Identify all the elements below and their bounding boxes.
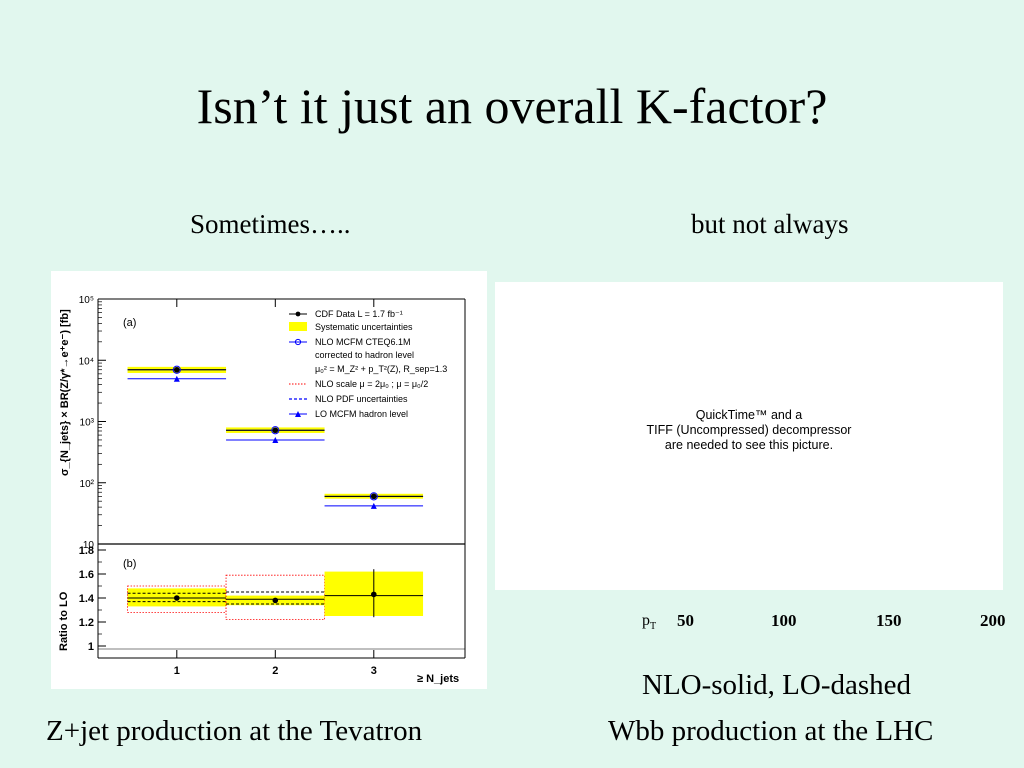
y-tick-label-b: 1 [88, 641, 94, 653]
panel-a-plot: 10 10² 10³ 10⁴ 10⁵ [79, 295, 424, 551]
left-heading: Sometimes….. [190, 209, 351, 239]
y-tick-label-a: 10⁵ [79, 295, 94, 306]
cdf-zjet-plot: 10 10² 10³ 10⁴ 10⁵ 1 1.2 1.4 1.6 1.8 1 2 3 (a) (b) … [51, 271, 487, 689]
pt-tick: 50 [677, 611, 694, 630]
y-tick-label-b: 1.8 [79, 545, 94, 557]
legend-entry: NLO PDF uncertainties [315, 394, 408, 404]
data-point-a [272, 427, 279, 434]
x-tick-label: 3 [371, 665, 377, 677]
y-tick-label-b: 1.2 [79, 617, 94, 629]
legend-nlo-marker [294, 338, 302, 346]
y-tick-label-b: 1.6 [79, 569, 94, 581]
lo-marker-a [370, 502, 377, 509]
data-point-a [174, 366, 180, 373]
pt-tick: 100 [771, 611, 797, 630]
panel-b-frame [97, 544, 466, 659]
panel-b-plot: 1 1.2 1.4 1.6 1.8 1 2 3 [79, 545, 424, 677]
nlo-marker-a [172, 365, 181, 374]
data-point-a [371, 493, 377, 500]
image-placeholder: QuickTime™ and a TIFF (Uncompressed) dec… [495, 282, 1003, 590]
panel-b-label: (b) [123, 558, 136, 570]
pt-tick: 200 [980, 611, 1006, 630]
slide-title: Isn’t it just an overall K-factor? [196, 78, 828, 134]
lo-marker-a [272, 436, 279, 443]
pt-tick: 150 [876, 611, 902, 630]
legend-entry: LO MCFM hadron level [315, 409, 408, 419]
legend-entry: corrected to hadron level [315, 350, 414, 360]
x-tick-label: 1 [174, 665, 180, 677]
nlo-marker-a [369, 492, 378, 501]
right-caption-line1: NLO-solid, LO-dashed [642, 669, 912, 701]
placeholder-line: TIFF (Uncompressed) decompressor [646, 423, 852, 437]
pt-axis-label: pT [642, 612, 656, 632]
legend-entry: NLO scale μ = 2μ₀ ; μ = μ₀/2 [315, 379, 428, 389]
y-tick-label-a: 10⁴ [79, 356, 94, 367]
y-tick-label-a: 10 [83, 540, 95, 551]
placeholder-message: QuickTime™ and a TIFF (Uncompressed) dec… [495, 408, 1003, 453]
data-point-b [272, 597, 279, 604]
right-caption-line2: Wbb production at the LHC [608, 715, 934, 747]
legend-syst-swatch [289, 322, 307, 331]
legend-entry: NLO MCFM CTEQ6.1M [315, 337, 411, 347]
placeholder-line: QuickTime™ and a [695, 408, 803, 422]
legend: CDF Data L = 1.7 fb⁻¹ Systematic uncerta… [289, 309, 447, 419]
right-heading: but not always [691, 209, 849, 239]
panel-b-ylabel: Ratio to LO [58, 591, 70, 651]
x-tick-label: 2 [272, 665, 278, 677]
data-point-b [174, 595, 180, 601]
legend-entry: Systematic uncertainties [315, 322, 413, 332]
placeholder-line: are needed to see this picture. [664, 438, 834, 452]
x-axis-label: ≥ N_jets [417, 673, 459, 685]
left-caption: Z+jet production at the Tevatron [46, 715, 423, 747]
y-tick-label-b: 1.4 [79, 593, 95, 605]
pt-label-sub: T [650, 621, 657, 633]
legend-entry: CDF Data L = 1.7 fb⁻¹ [315, 309, 403, 319]
panel-a-label: (a) [123, 317, 136, 329]
nlo-marker-a [271, 426, 280, 435]
panel-a-frame [97, 298, 466, 545]
y-tick-label-a: 10² [80, 479, 95, 490]
legend-lo-marker [295, 411, 301, 417]
panel-a-ylabel: σ_{N_jets} × BR(Z/γ*→e⁺e⁻) [fb] [59, 309, 71, 476]
data-point-b [371, 591, 377, 598]
pt-label-main: p [642, 612, 650, 629]
lo-marker-a [173, 375, 180, 382]
legend-entry: μ₀² = M_Z² + p_T²(Z), R_sep=1.3 [315, 364, 447, 374]
y-tick-label-a: 10³ [80, 418, 95, 429]
legend-data-marker [295, 311, 301, 317]
